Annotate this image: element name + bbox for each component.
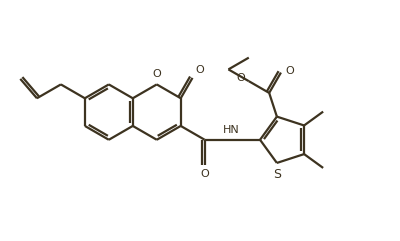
Text: O: O	[285, 66, 294, 76]
Text: O: O	[200, 169, 209, 179]
Text: O: O	[196, 65, 204, 75]
Text: O: O	[236, 73, 245, 83]
Text: S: S	[273, 168, 281, 181]
Text: O: O	[152, 69, 161, 80]
Text: HN: HN	[223, 125, 240, 135]
